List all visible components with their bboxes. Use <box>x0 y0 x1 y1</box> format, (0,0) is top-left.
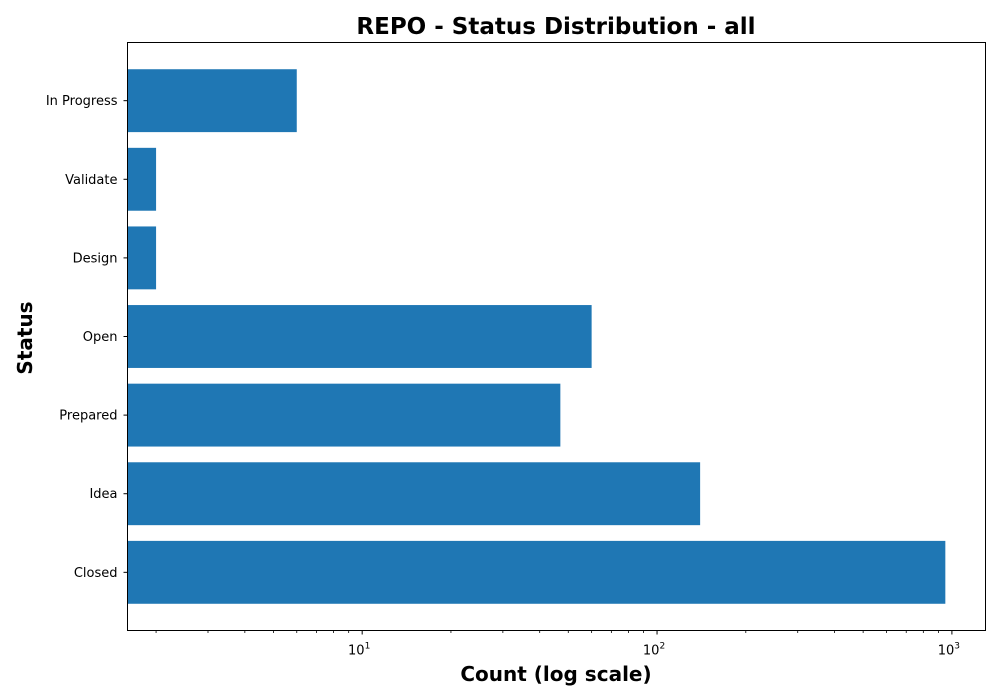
y-tick-label: Design <box>73 251 118 266</box>
y-tick-label: Prepared <box>59 409 117 424</box>
y-axis-ticks: Closed Idea Prepared Open Design Validate In P… <box>46 94 128 581</box>
y-tick-label: Validate <box>65 173 117 188</box>
y-tick-label: In Progress <box>46 94 118 109</box>
bar-open <box>127 305 592 368</box>
y-axis-label: Status <box>13 301 37 374</box>
x-tick-label: 103 <box>938 642 960 659</box>
y-tick-label: Idea <box>89 487 117 502</box>
bar-closed <box>127 540 946 604</box>
x-tick-label: 102 <box>643 642 665 659</box>
bars-layer <box>127 69 946 604</box>
chart-title: REPO - Status Distribution - all <box>356 14 755 40</box>
bar-prepared <box>127 383 561 447</box>
y-tick-label: Closed <box>74 566 118 581</box>
x-tick-label: 101 <box>348 642 370 659</box>
bar-design <box>127 226 157 290</box>
bar-idea <box>127 462 701 526</box>
x-axis-ticks: 101 102 103 <box>155 630 960 659</box>
x-axis-label: Count (log scale) <box>460 662 651 686</box>
bar-in-progress <box>127 69 297 133</box>
bar-validate <box>127 147 157 211</box>
y-tick-label: Open <box>83 330 118 345</box>
